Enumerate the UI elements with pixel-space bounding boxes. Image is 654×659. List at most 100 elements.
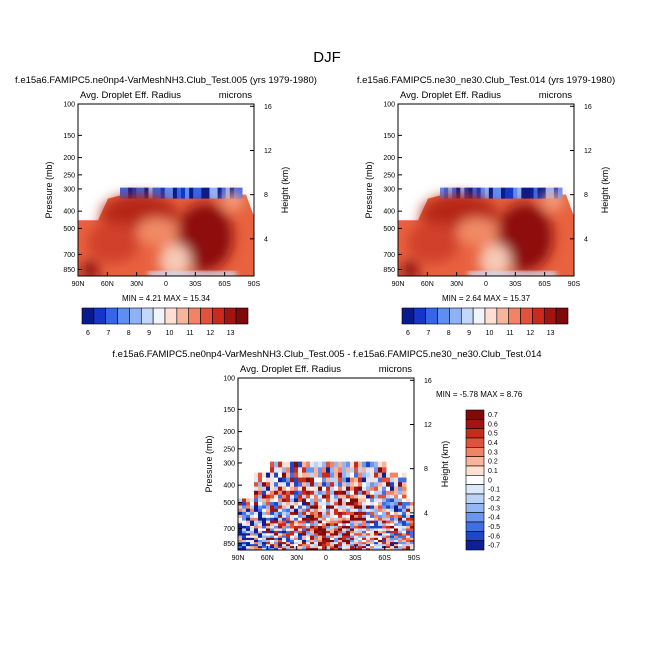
field-cell	[318, 537, 323, 541]
field-cell	[238, 520, 243, 524]
field-cell	[390, 486, 395, 492]
field-cell	[217, 187, 223, 199]
field-cell	[238, 525, 243, 529]
field-cell	[402, 523, 407, 527]
field-cell	[370, 525, 375, 529]
field-cell	[172, 187, 178, 199]
field-cell	[258, 528, 263, 532]
field-cell	[314, 548, 319, 550]
field-cell	[274, 544, 279, 547]
field-cell	[338, 472, 343, 479]
field-cell	[290, 498, 295, 503]
field-cell	[386, 486, 391, 492]
field-cell	[390, 520, 395, 524]
field-cell	[334, 472, 339, 479]
field-cell	[242, 520, 247, 524]
x-tick-label: 60S	[218, 281, 231, 288]
field-cell	[406, 508, 411, 513]
field-cell	[278, 535, 283, 539]
field-cell	[366, 467, 371, 474]
y-tick-label: 300	[383, 186, 395, 193]
field-cell	[374, 472, 379, 479]
field-cell	[374, 542, 379, 545]
field-cell	[326, 546, 331, 549]
y-axis-title: Pressure (mb)	[364, 161, 374, 218]
field-cell	[318, 467, 323, 474]
field-cell	[334, 546, 339, 549]
field-cell	[238, 539, 243, 543]
field-cell	[410, 548, 414, 550]
field-cell	[366, 546, 371, 549]
field-cell	[362, 542, 367, 545]
field-cell	[254, 508, 259, 513]
field-cell	[290, 528, 295, 532]
field-cell	[334, 548, 339, 550]
field-cell	[358, 482, 363, 488]
field-cell	[262, 494, 267, 499]
field-cell	[326, 472, 331, 479]
y-tick-label: 250	[223, 446, 235, 453]
field-cell	[262, 486, 267, 492]
field-cell	[398, 486, 403, 492]
colorbar-label: 9	[467, 330, 471, 337]
field-cell	[242, 544, 247, 547]
field-cell	[286, 490, 291, 496]
field-cell	[366, 482, 371, 488]
field-cell	[310, 461, 315, 468]
field-cell	[354, 517, 359, 522]
units-label: microns	[539, 90, 573, 101]
field-cell	[398, 523, 403, 527]
field-cell	[278, 530, 283, 534]
field-cell	[278, 467, 283, 474]
field-cell	[298, 520, 303, 524]
field-cell	[254, 511, 259, 516]
field-cell	[370, 514, 375, 519]
field-cell	[366, 548, 371, 550]
y-tick-label: 150	[223, 407, 235, 414]
field-cell	[270, 498, 275, 503]
field-cell	[330, 482, 335, 488]
field-cell	[322, 505, 327, 510]
field-cell	[132, 187, 137, 199]
field-cell	[310, 498, 315, 503]
field-cell	[390, 482, 395, 488]
field-cell	[362, 548, 367, 550]
field-cell	[402, 508, 407, 513]
field-cell	[398, 528, 403, 532]
field-cell	[394, 535, 399, 539]
heatmap-field	[398, 187, 574, 276]
field-cell	[314, 525, 319, 529]
field-cell	[242, 508, 247, 513]
field-cell	[294, 486, 299, 492]
field-cell	[322, 528, 327, 532]
field-blobs	[81, 192, 244, 276]
field-cell	[350, 467, 355, 474]
field-cell	[282, 461, 287, 468]
field-cell	[330, 477, 335, 483]
field-cell	[350, 523, 355, 527]
colorbar-label: 0.7	[488, 412, 498, 419]
field-cell	[290, 472, 295, 479]
field-cell	[136, 187, 141, 199]
field-cell	[362, 517, 367, 522]
colorbar-box	[465, 419, 485, 429]
field-cell	[282, 490, 287, 496]
field-cell	[406, 523, 411, 527]
field-cell	[390, 546, 395, 549]
colorbar-label: 12	[206, 330, 214, 337]
field-cell	[286, 514, 291, 519]
field-cell	[270, 511, 275, 516]
field-cell	[350, 498, 355, 503]
field-cell	[509, 187, 514, 199]
field-cell	[262, 542, 267, 545]
field-cell	[266, 498, 271, 503]
field-cell	[302, 482, 307, 488]
field-cell	[366, 514, 371, 519]
field-cell	[390, 517, 395, 522]
field-cell	[346, 520, 351, 524]
colorbar-box	[465, 428, 485, 439]
field-cell	[354, 548, 359, 550]
field-cell	[242, 511, 247, 516]
field-cell	[306, 461, 311, 468]
field-cell	[294, 528, 299, 532]
